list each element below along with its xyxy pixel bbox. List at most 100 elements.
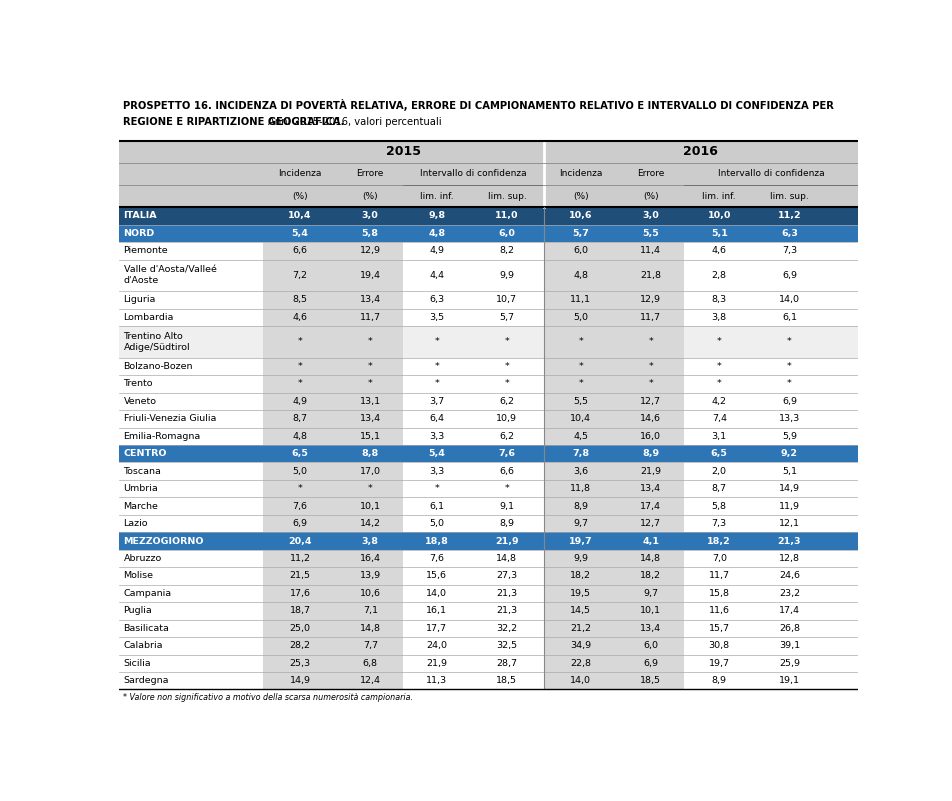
FancyBboxPatch shape xyxy=(337,637,403,654)
Text: Umbria: Umbria xyxy=(124,484,158,493)
Text: 8,8: 8,8 xyxy=(361,449,379,458)
Text: *: * xyxy=(716,380,721,388)
Text: 24,0: 24,0 xyxy=(426,642,446,650)
Text: *: * xyxy=(367,484,372,493)
Text: Basilicata: Basilicata xyxy=(124,624,169,633)
FancyBboxPatch shape xyxy=(617,308,684,326)
Text: 4,9: 4,9 xyxy=(428,246,444,256)
Text: 18,2: 18,2 xyxy=(569,571,590,581)
Text: 7,1: 7,1 xyxy=(363,606,377,615)
FancyBboxPatch shape xyxy=(544,392,617,410)
Text: 11,1: 11,1 xyxy=(569,296,590,304)
Text: 11,9: 11,9 xyxy=(778,501,799,510)
FancyBboxPatch shape xyxy=(617,462,684,480)
Text: 6,6: 6,6 xyxy=(499,467,514,476)
FancyBboxPatch shape xyxy=(119,654,857,672)
FancyBboxPatch shape xyxy=(119,375,857,392)
Text: 4,8: 4,8 xyxy=(427,229,445,238)
Text: MEZZOGIORNO: MEZZOGIORNO xyxy=(124,537,204,545)
Text: 2016: 2016 xyxy=(683,145,718,158)
Text: *: * xyxy=(504,337,508,346)
Text: (%): (%) xyxy=(643,191,658,200)
Text: CENTRO: CENTRO xyxy=(124,449,167,458)
Text: Liguria: Liguria xyxy=(124,296,156,304)
FancyBboxPatch shape xyxy=(337,410,403,428)
Text: Friuli-Venezia Giulia: Friuli-Venezia Giulia xyxy=(124,414,216,424)
Text: Toscana: Toscana xyxy=(124,467,161,476)
FancyBboxPatch shape xyxy=(617,654,684,672)
Text: 10,4: 10,4 xyxy=(288,211,311,220)
Text: 7,0: 7,0 xyxy=(711,554,726,563)
Text: Lazio: Lazio xyxy=(124,519,148,528)
Text: 17,4: 17,4 xyxy=(778,606,799,615)
Text: 25,3: 25,3 xyxy=(289,658,310,668)
FancyBboxPatch shape xyxy=(263,392,337,410)
Text: 10,6: 10,6 xyxy=(568,211,592,220)
Text: 18,2: 18,2 xyxy=(640,571,661,581)
Text: 6,9: 6,9 xyxy=(781,271,796,280)
FancyBboxPatch shape xyxy=(119,242,857,260)
Text: 5,7: 5,7 xyxy=(572,229,588,238)
FancyBboxPatch shape xyxy=(263,410,337,428)
Text: 4,2: 4,2 xyxy=(711,396,726,406)
FancyBboxPatch shape xyxy=(119,637,857,654)
Text: 6,8: 6,8 xyxy=(363,658,377,668)
FancyBboxPatch shape xyxy=(119,163,857,185)
Text: 19,7: 19,7 xyxy=(708,658,729,668)
Text: 6,9: 6,9 xyxy=(292,519,307,528)
Text: 17,7: 17,7 xyxy=(426,624,446,633)
Text: *: * xyxy=(786,380,791,388)
FancyBboxPatch shape xyxy=(617,358,684,375)
Text: Bolzano-Bozen: Bolzano-Bozen xyxy=(124,362,193,371)
FancyBboxPatch shape xyxy=(337,260,403,291)
Text: 10,0: 10,0 xyxy=(706,211,730,220)
Text: 3,5: 3,5 xyxy=(428,313,444,322)
FancyBboxPatch shape xyxy=(119,497,857,515)
FancyBboxPatch shape xyxy=(544,308,617,326)
Text: *: * xyxy=(297,337,302,346)
Text: 10,1: 10,1 xyxy=(640,606,661,615)
Text: 4,1: 4,1 xyxy=(642,537,659,545)
FancyBboxPatch shape xyxy=(337,515,403,533)
Text: 2,0: 2,0 xyxy=(711,467,726,476)
Text: 18,8: 18,8 xyxy=(425,537,448,545)
FancyBboxPatch shape xyxy=(263,585,337,602)
FancyBboxPatch shape xyxy=(544,637,617,654)
Text: (%): (%) xyxy=(362,191,378,200)
Text: 18,5: 18,5 xyxy=(640,676,661,685)
Text: 6,3: 6,3 xyxy=(780,229,797,238)
Text: 11,3: 11,3 xyxy=(426,676,446,685)
FancyBboxPatch shape xyxy=(544,497,617,515)
FancyBboxPatch shape xyxy=(544,375,617,392)
FancyBboxPatch shape xyxy=(544,410,617,428)
Text: 6,3: 6,3 xyxy=(428,296,444,304)
Text: *: * xyxy=(648,380,652,388)
FancyBboxPatch shape xyxy=(544,428,617,445)
Text: * Valore non significativo a motivo della scarsa numerosità campionaria.: * Valore non significativo a motivo dell… xyxy=(123,693,412,702)
Text: 6,6: 6,6 xyxy=(292,246,307,256)
FancyBboxPatch shape xyxy=(617,428,684,445)
Text: 5,0: 5,0 xyxy=(292,467,307,476)
Text: 3,8: 3,8 xyxy=(362,537,378,545)
FancyBboxPatch shape xyxy=(617,291,684,308)
Text: 3,8: 3,8 xyxy=(711,313,726,322)
Text: (%): (%) xyxy=(292,191,307,200)
Text: 8,9: 8,9 xyxy=(642,449,659,458)
FancyBboxPatch shape xyxy=(119,585,857,602)
Text: lim. inf.: lim. inf. xyxy=(420,191,453,200)
Text: 4,8: 4,8 xyxy=(573,271,587,280)
Text: 21,3: 21,3 xyxy=(496,606,517,615)
Text: Marche: Marche xyxy=(124,501,158,510)
Text: ITALIA: ITALIA xyxy=(124,211,157,220)
Text: *: * xyxy=(434,484,439,493)
Text: 14,0: 14,0 xyxy=(426,589,446,598)
Text: *: * xyxy=(367,362,372,371)
FancyBboxPatch shape xyxy=(544,620,617,637)
Text: 12,7: 12,7 xyxy=(640,396,661,406)
FancyBboxPatch shape xyxy=(263,515,337,533)
Text: 16,1: 16,1 xyxy=(426,606,446,615)
Text: 28,7: 28,7 xyxy=(496,658,517,668)
Text: Valle d'Aosta/Valleé
d'Aoste: Valle d'Aosta/Valleé d'Aoste xyxy=(124,266,216,285)
Text: 7,3: 7,3 xyxy=(711,519,726,528)
Text: Errore: Errore xyxy=(637,169,664,179)
